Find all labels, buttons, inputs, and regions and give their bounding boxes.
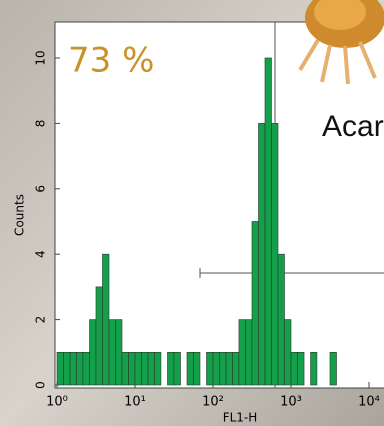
y-tick-label: 6 xyxy=(34,185,48,193)
histogram-bar xyxy=(278,254,284,385)
histogram-bar xyxy=(265,58,271,385)
histogram-bar xyxy=(63,352,70,385)
chart: 73 % Acari Counts FL1-H 0 2 4 6 8 10 10⁰ 10¹ 10²… xyxy=(0,0,384,426)
y-tick-label: 8 xyxy=(34,120,48,128)
histogram-bar xyxy=(311,352,317,385)
y-tick-label: 4 xyxy=(34,250,48,258)
histogram-bar xyxy=(284,320,291,385)
x-tick-label: 10⁰ xyxy=(46,395,68,410)
x-tick-label: 10⁴ xyxy=(358,395,380,410)
histogram-bar xyxy=(96,287,103,385)
histogram-bar xyxy=(258,123,264,385)
histogram-bar xyxy=(128,352,135,385)
histogram-bar xyxy=(70,352,76,385)
percent-annotation: 73 % xyxy=(68,41,154,81)
species-label: Acari xyxy=(322,110,384,143)
histogram-bar xyxy=(135,352,141,385)
histogram-bar xyxy=(57,352,63,385)
page: 73 % Acari Counts FL1-H 0 2 4 6 8 10 10⁰ 10¹ 10²… xyxy=(0,0,384,426)
histogram-bar xyxy=(83,352,90,385)
histogram-bar xyxy=(330,352,337,385)
histogram-bar xyxy=(102,254,108,385)
histogram-bar xyxy=(148,352,154,385)
histogram-bar xyxy=(213,352,219,385)
x-tick-label: 10¹ xyxy=(124,395,146,410)
histogram-bar xyxy=(219,352,226,385)
y-tick-label: 0 xyxy=(34,381,48,389)
histogram-bar xyxy=(233,352,239,385)
histogram-bar xyxy=(226,352,232,385)
histogram-bar xyxy=(141,352,148,385)
histogram-bar xyxy=(297,352,304,385)
histogram-bar xyxy=(291,352,297,385)
histogram-bar xyxy=(252,221,259,385)
histogram-bar xyxy=(89,320,95,385)
histogram-bar xyxy=(167,352,173,385)
histogram-bar xyxy=(77,352,83,385)
x-tick-label: 10³ xyxy=(280,395,302,410)
histogram-bar xyxy=(193,352,200,385)
histogram-bar xyxy=(115,320,122,385)
histogram-bar xyxy=(187,352,193,385)
histogram-bar xyxy=(206,352,213,385)
histogram-bar xyxy=(245,320,251,385)
histogram-bar xyxy=(155,352,161,385)
y-tick-label: 2 xyxy=(34,316,48,324)
histogram-bar xyxy=(109,320,115,385)
y-axis-label: Counts xyxy=(13,194,27,236)
y-tick-label: 10 xyxy=(34,50,48,65)
x-axis-label: FL1-H xyxy=(223,411,258,425)
histogram-bar xyxy=(122,352,128,385)
x-tick-label: 10² xyxy=(202,395,224,410)
histogram-bar xyxy=(271,123,278,385)
histogram-bar xyxy=(239,320,246,385)
histogram-bar xyxy=(174,352,181,385)
